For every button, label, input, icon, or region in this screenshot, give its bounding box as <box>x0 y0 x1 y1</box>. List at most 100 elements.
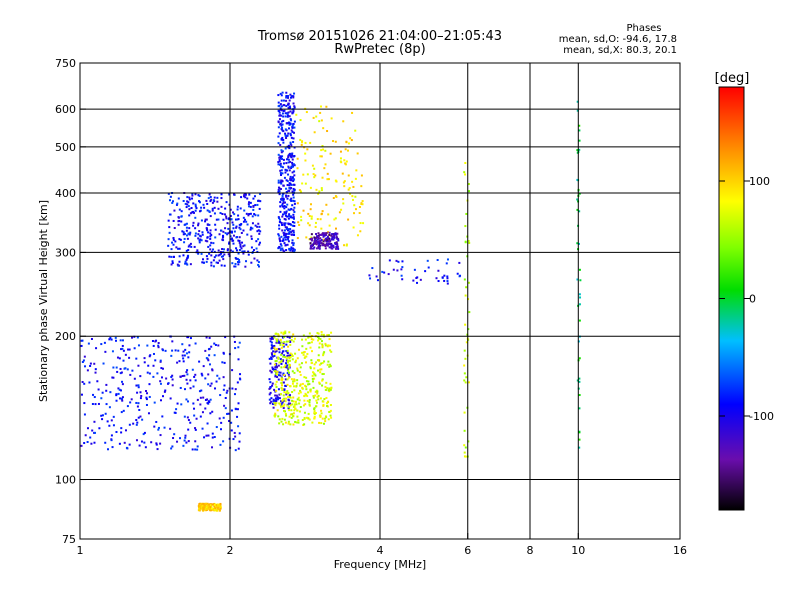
data-point <box>236 208 239 211</box>
data-point <box>278 340 281 343</box>
data-point <box>330 234 333 237</box>
data-point <box>179 386 182 389</box>
data-point <box>446 282 449 285</box>
data-point <box>280 247 283 250</box>
data-point <box>288 232 291 235</box>
data-point <box>284 147 287 150</box>
data-point <box>285 226 288 229</box>
data-point <box>296 167 299 170</box>
data-point <box>269 391 272 394</box>
data-point <box>270 347 273 350</box>
data-point <box>465 341 468 344</box>
data-point <box>185 226 188 229</box>
data-point <box>169 213 172 216</box>
data-point <box>303 350 306 353</box>
data-point <box>177 216 180 219</box>
data-point <box>144 446 147 449</box>
data-point <box>578 407 581 410</box>
data-point <box>335 247 338 250</box>
data-point <box>280 105 283 108</box>
data-point <box>347 188 350 191</box>
data-point <box>101 414 104 417</box>
data-point <box>326 243 329 246</box>
data-point <box>287 144 290 147</box>
data-point <box>271 336 274 339</box>
data-point <box>209 244 212 247</box>
data-point <box>319 218 322 221</box>
data-point <box>206 202 209 205</box>
data-point <box>347 142 350 145</box>
data-point <box>291 130 294 133</box>
x-tick-label: 16 <box>673 544 687 557</box>
data-point <box>578 446 581 449</box>
x-tick-label: 1 <box>77 544 84 557</box>
data-point <box>329 152 332 155</box>
data-point <box>285 350 288 353</box>
data-point <box>141 418 144 421</box>
data-point <box>329 349 332 352</box>
data-point <box>289 223 292 226</box>
data-point <box>288 415 291 418</box>
data-point <box>145 396 148 399</box>
data-point <box>167 238 170 241</box>
data-point <box>437 280 440 283</box>
data-point <box>352 185 355 188</box>
data-point <box>253 195 256 198</box>
data-point <box>284 238 287 241</box>
data-point <box>163 426 166 429</box>
data-point <box>297 396 300 399</box>
data-point <box>231 221 234 224</box>
data-point <box>334 232 337 235</box>
data-point <box>277 109 280 112</box>
data-point <box>242 252 245 255</box>
data-point <box>281 399 284 402</box>
data-point <box>330 243 333 246</box>
data-point <box>259 193 262 196</box>
data-point <box>287 165 290 168</box>
data-point <box>278 190 281 193</box>
data-point <box>201 427 204 430</box>
data-point <box>307 391 310 394</box>
data-point <box>182 357 185 360</box>
data-point <box>179 375 182 378</box>
data-point <box>288 402 291 405</box>
data-point <box>116 370 119 373</box>
data-point <box>464 446 467 449</box>
data-point <box>321 384 324 387</box>
data-point <box>296 382 299 385</box>
data-point <box>271 366 274 369</box>
data-point <box>322 234 325 237</box>
data-point <box>296 379 299 382</box>
data-point <box>319 111 322 114</box>
data-point <box>216 261 219 264</box>
data-point <box>243 193 246 196</box>
data-point <box>238 236 241 239</box>
data-point <box>286 364 289 367</box>
data-point <box>125 446 128 449</box>
data-point <box>271 384 274 387</box>
data-point <box>233 265 236 268</box>
data-point <box>231 387 234 390</box>
data-point <box>319 397 322 400</box>
data-point <box>204 349 207 352</box>
data-point <box>315 236 318 239</box>
data-point <box>257 229 260 232</box>
data-point <box>290 409 293 412</box>
data-point <box>280 165 283 168</box>
data-point <box>258 265 261 268</box>
data-point <box>345 243 348 246</box>
data-point <box>103 341 106 344</box>
data-point <box>300 141 303 144</box>
data-point <box>309 186 312 189</box>
data-point <box>205 260 208 263</box>
data-point <box>310 239 313 242</box>
data-point <box>320 409 323 412</box>
data-point <box>287 238 290 241</box>
data-point <box>293 202 296 205</box>
data-point <box>172 255 175 258</box>
data-point <box>319 415 322 418</box>
data-point <box>322 240 325 243</box>
data-point <box>282 201 285 204</box>
data-point <box>137 344 140 347</box>
